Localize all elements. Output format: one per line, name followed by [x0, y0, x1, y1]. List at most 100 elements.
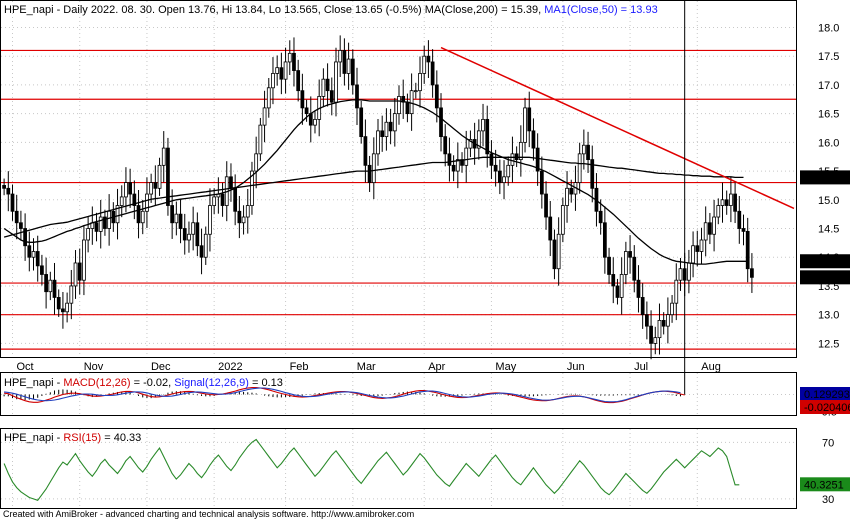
candle-body	[430, 61, 435, 86]
candle-body	[367, 164, 372, 183]
candle-body	[527, 107, 532, 132]
price-value-label-bg	[800, 170, 850, 185]
rsi-line	[3, 438, 740, 501]
candle-body	[241, 216, 246, 224]
candle-body	[569, 187, 574, 195]
candle-body	[233, 187, 238, 212]
candle-body	[745, 230, 750, 270]
candle-body	[119, 196, 124, 206]
candle-body	[149, 182, 154, 195]
candle-body	[506, 164, 511, 178]
macd-header-prefix: HPE_napi -	[4, 377, 63, 389]
candle-body	[355, 84, 359, 109]
candle-body	[560, 205, 565, 235]
candle-body	[653, 337, 658, 344]
candle-body	[468, 139, 473, 149]
rsi-header: HPE_napi - RSI(15) = 40.33	[4, 432, 141, 444]
candle-body	[577, 153, 582, 183]
candle-body	[552, 239, 557, 270]
moving-averages	[3, 99, 748, 265]
candle-body	[615, 285, 620, 298]
candle-body	[82, 239, 86, 281]
candle-body	[77, 262, 82, 281]
candle-body	[258, 124, 263, 155]
macd-header-macd: MACD(12,26)	[63, 377, 130, 389]
candle-body	[166, 147, 170, 206]
candle-body	[338, 50, 343, 63]
candle-body	[132, 193, 137, 206]
candle-body	[640, 297, 645, 316]
candle-body	[237, 210, 242, 224]
candle-body	[245, 205, 250, 218]
candle-body	[590, 159, 595, 189]
candle-body	[14, 210, 19, 224]
price-tick-label: 17.5	[818, 51, 839, 63]
candle-body	[73, 262, 78, 287]
rsi-grid	[1, 429, 796, 508]
candle-body	[539, 170, 544, 195]
price-tick-label: 14.5	[818, 224, 839, 236]
candle-body	[565, 187, 569, 206]
candle-body	[439, 107, 443, 138]
candle-body	[128, 182, 133, 195]
signal-line	[4, 387, 681, 403]
price-value-label: 13.65	[804, 272, 832, 284]
candle-body	[208, 205, 212, 235]
rsi-header-rsi: RSI(15)	[63, 432, 101, 444]
candle-body	[98, 216, 103, 232]
candle-body	[140, 210, 145, 224]
candle-body	[678, 268, 683, 281]
price-value-label-bg	[800, 270, 850, 285]
candle-body	[720, 199, 725, 206]
candle-body	[409, 90, 414, 115]
rsi-value-label: 40.3251	[804, 479, 844, 491]
candle-body	[266, 87, 271, 109]
candle-body	[161, 147, 166, 166]
month-tick-label: Apr	[428, 361, 445, 373]
candle-body	[397, 96, 401, 115]
candle-body	[61, 308, 65, 313]
rsi-value-labels: 40.3251	[800, 477, 850, 492]
candle-body	[737, 210, 742, 229]
candle-body	[342, 50, 347, 74]
candle-body	[124, 182, 128, 198]
candle-body	[544, 193, 548, 218]
candle-body	[619, 274, 624, 298]
candle-body	[195, 222, 200, 247]
month-tick-label: Feb	[290, 361, 309, 373]
candle-body	[300, 90, 305, 109]
candle-body	[695, 245, 700, 252]
candle-body	[48, 279, 53, 293]
candle-body	[434, 84, 439, 109]
candle-body	[464, 147, 469, 166]
candle-body	[107, 210, 111, 229]
candle-body	[645, 314, 649, 327]
candle-body	[623, 251, 628, 275]
candle-body	[23, 228, 27, 247]
candle-body	[153, 182, 158, 189]
rsi-tick-label: 70	[822, 437, 834, 449]
candle-body	[44, 274, 48, 293]
candle-body	[262, 107, 267, 126]
candle-body	[535, 147, 540, 172]
candle-body	[69, 285, 74, 304]
rsi-header-rsi-val: = 40.33	[101, 432, 141, 444]
month-tick-label: May	[495, 361, 516, 373]
candle-body	[187, 233, 191, 241]
candle-body	[334, 61, 338, 103]
candle-body	[632, 256, 637, 281]
month-tick-label: Jul	[634, 361, 648, 373]
macd-header-macd-val: = -0.02,	[131, 377, 175, 389]
price-tick-label: 17.0	[818, 80, 839, 92]
candle-body	[413, 90, 418, 93]
candle-body	[703, 222, 708, 241]
candle-body	[489, 153, 494, 166]
candle-body	[182, 228, 187, 241]
price-tick-label: 18.0	[818, 22, 839, 34]
candle-body	[531, 130, 536, 149]
candle-body	[191, 222, 196, 235]
macd-value-label: 0.129293	[804, 389, 850, 401]
candle-body	[670, 302, 674, 316]
candle-body	[31, 251, 36, 258]
